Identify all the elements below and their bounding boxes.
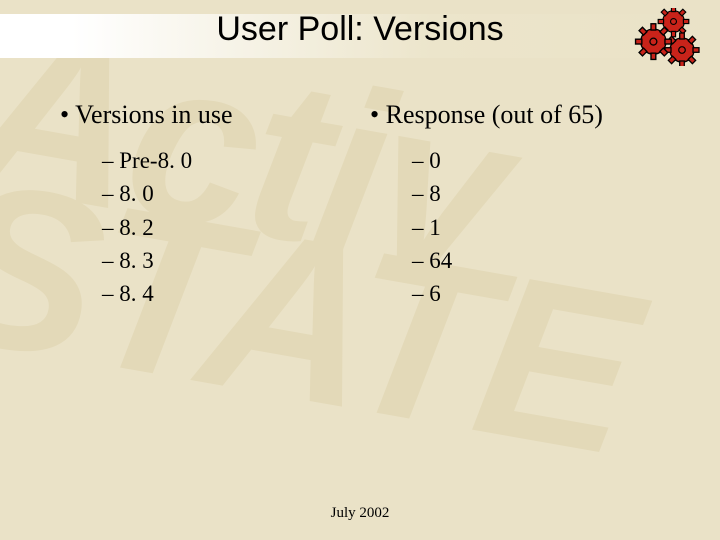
left-column: Versions in use Pre-8. 0 8. 0 8. 2 8. 3 … bbox=[60, 100, 370, 311]
right-heading: Response (out of 65) bbox=[370, 100, 680, 130]
list-item: 8. 0 bbox=[102, 177, 370, 210]
list-item: 8. 3 bbox=[102, 244, 370, 277]
gears-icon bbox=[624, 8, 704, 66]
list-item: 8. 2 bbox=[102, 211, 370, 244]
list-item: Pre-8. 0 bbox=[102, 144, 370, 177]
list-item: 1 bbox=[412, 211, 680, 244]
content-columns: Versions in use Pre-8. 0 8. 0 8. 2 8. 3 … bbox=[60, 100, 680, 311]
list-item: 8 bbox=[412, 177, 680, 210]
list-item: 0 bbox=[412, 144, 680, 177]
left-heading: Versions in use bbox=[60, 100, 370, 130]
footer-date: July 2002 bbox=[0, 505, 720, 522]
left-items: Pre-8. 0 8. 0 8. 2 8. 3 8. 4 bbox=[102, 144, 370, 311]
list-item: 64 bbox=[412, 244, 680, 277]
list-item: 8. 4 bbox=[102, 277, 370, 310]
slide-title: User Poll: Versions bbox=[0, 10, 720, 49]
right-items: 0 8 1 64 6 bbox=[412, 144, 680, 311]
list-item: 6 bbox=[412, 277, 680, 310]
slide: Activ STATE User Poll: Versions bbox=[0, 0, 720, 540]
right-column: Response (out of 65) 0 8 1 64 6 bbox=[370, 100, 680, 311]
